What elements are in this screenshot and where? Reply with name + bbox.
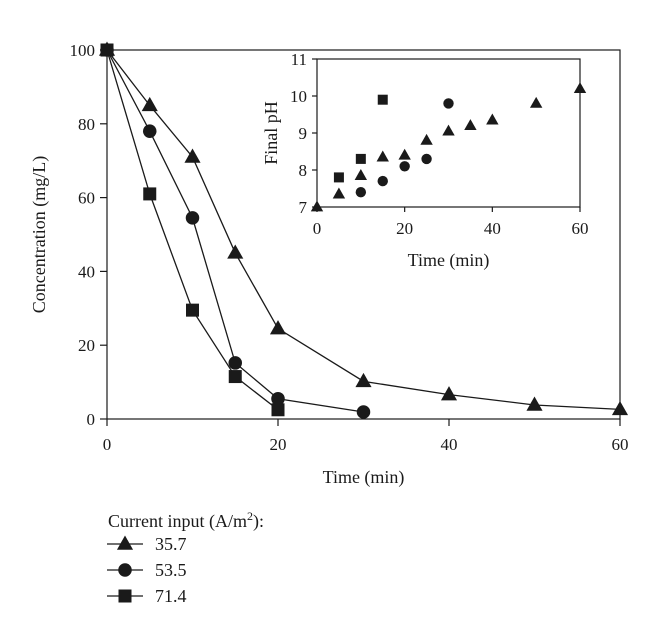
main-point-square: [271, 403, 285, 417]
inset-point-circle: [355, 187, 367, 198]
legend-title-superscript: 2: [247, 509, 253, 523]
main-x-tick-label: 20: [270, 435, 287, 454]
main-point-triangle: [526, 396, 543, 411]
main-x-tick-label: 40: [441, 435, 458, 454]
main-point-square: [228, 370, 242, 384]
main-y-axis-title: Concentration (mg/L): [29, 156, 50, 313]
inset-x-tick-label: 0: [313, 219, 322, 238]
inset-x-tick-label: 20: [396, 219, 413, 238]
inset-plot: 0 20 40 60 7 8 9 10 11 Time (min) Final pH: [261, 50, 589, 271]
main-point-triangle: [269, 320, 287, 335]
main-point-triangle: [141, 96, 158, 112]
main-point-circle: [185, 211, 200, 225]
main-frame: [106, 49, 621, 420]
main-y-tick-label: 20: [78, 336, 95, 355]
main-point-square: [100, 43, 114, 57]
main-y-tick-label: 40: [78, 262, 95, 281]
inset-point-triangle: [332, 187, 346, 199]
inset-point-triangle: [310, 200, 324, 212]
inset-x-axis-title: Time (min): [408, 250, 490, 271]
inset-point-circle: [421, 153, 432, 165]
inset-point-circle: [443, 98, 454, 109]
main-series-circle-line: [106, 49, 364, 413]
main-y-tick-label: 0: [87, 410, 96, 429]
legend-marker-circle: [118, 563, 132, 577]
main-series-triangle-line: [106, 49, 621, 411]
inset-point-triangle: [398, 148, 411, 160]
legend-marker-square: [118, 589, 132, 603]
main-series-square-line: [106, 49, 279, 411]
inset-point-triangle: [529, 96, 543, 108]
main-point-circle: [142, 124, 157, 138]
inset-y-tick-label: 7: [299, 198, 308, 217]
inset-point-triangle: [354, 169, 368, 180]
inset-point-square: [377, 94, 388, 105]
inset-point-triangle: [486, 113, 499, 125]
main-y-tick-label: 80: [78, 115, 95, 134]
inset-point-circle: [377, 175, 388, 187]
main-point-triangle: [184, 148, 201, 163]
legend-title: Current input (A/m2):: [108, 509, 264, 532]
legend-label-square: 71.4: [155, 586, 187, 606]
main-point-triangle: [355, 372, 372, 388]
legend-label-circle: 53.5: [155, 560, 187, 580]
inset-point-square: [355, 153, 366, 164]
main-x-axis-title: Time (min): [323, 467, 405, 488]
main-point-triangle: [611, 400, 629, 416]
main-y-tick-label: 100: [70, 41, 96, 60]
inset-x-tick-label: 60: [572, 219, 589, 238]
inset-point-triangle: [376, 150, 389, 162]
main-point-circle: [228, 356, 243, 370]
inset-x-tick-label: 40: [484, 219, 501, 238]
inset-y-tick-label: 9: [299, 124, 308, 143]
legend-label-triangle: 35.7: [155, 534, 187, 554]
inset-point-triangle: [464, 119, 477, 131]
main-y-tick-label: 60: [78, 189, 95, 208]
inset-y-axis-title: Final pH: [261, 101, 281, 165]
inset-point-triangle: [420, 133, 433, 145]
inset-y-tick-label: 10: [290, 87, 307, 106]
main-x-tick-label: 0: [103, 435, 112, 454]
inset-point-triangle: [442, 124, 455, 136]
main-point-triangle: [227, 244, 244, 259]
main-point-triangle: [440, 386, 458, 401]
inset-point-circle: [399, 161, 410, 172]
inset-point-square: [333, 172, 344, 183]
legend-title-text: Current input (A/m: [108, 511, 247, 532]
main-point-circle: [271, 391, 285, 406]
main-x-tick-label: 60: [612, 435, 629, 454]
inset-point-triangle: [573, 82, 587, 94]
legend: Current input (A/m2):35.753.571.4: [107, 509, 264, 606]
inset-y-tick-label: 11: [291, 50, 307, 69]
legend-marker-triangle: [116, 535, 134, 550]
legend-title-text: ):: [253, 511, 264, 532]
main-point-circle: [356, 405, 371, 419]
main-point-square: [186, 303, 199, 317]
main-point-square: [143, 187, 157, 201]
inset-y-tick-label: 8: [299, 161, 308, 180]
